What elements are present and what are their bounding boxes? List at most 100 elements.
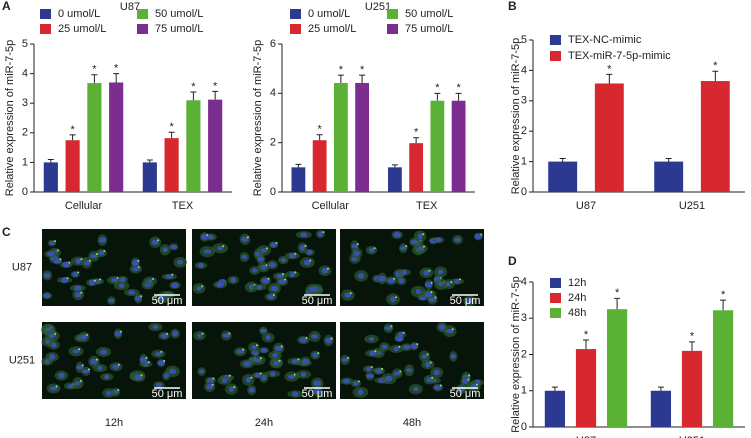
error-bar [146,159,153,163]
nucleus [462,379,469,385]
legend-swatch [387,24,398,34]
nucleus [393,346,400,352]
nucleus [90,254,98,259]
legend-swatch [290,24,301,34]
error-bar [47,158,54,163]
significance-mark: * [213,80,218,92]
green-dot [373,247,376,250]
nucleus [60,277,69,283]
nucleus [357,389,364,396]
y-tick-label: 4 [521,276,527,288]
nucleus [203,249,212,254]
nucleus [151,239,159,245]
error-bar [316,134,323,141]
nucleus [196,333,203,338]
nucleus [248,387,255,393]
y-tick-label: 4 [521,64,527,76]
nucleus [260,328,267,333]
green-dot [451,328,454,331]
nucleus [270,371,276,377]
nucleus [312,352,319,358]
green-dot [439,384,442,387]
nucleus [162,247,168,253]
green-dot [137,259,140,262]
green-dot [398,345,401,348]
nucleus [134,295,142,301]
bar [109,82,124,192]
x-tick-label: U87 [576,200,596,212]
bar [575,349,597,427]
nucleus [207,234,214,240]
nucleus [241,255,248,260]
bar [681,350,703,427]
green-dot [228,374,231,377]
significance-mark: * [114,63,119,75]
scale-bar-label: 50 μm [450,295,481,307]
nucleus [352,381,359,386]
significance-mark: * [721,289,726,301]
error-bar [455,92,462,101]
nucleus [299,244,306,251]
column-label: 12h [105,417,123,429]
nucleus [147,278,153,284]
y-tick-label: 6 [270,38,276,50]
row-label: U251 [9,354,35,366]
y-tick-label: 5 [521,34,527,46]
green-dot [393,277,396,280]
nucleus [466,297,473,304]
green-dot [356,243,359,246]
nucleus [152,324,159,330]
bar [409,143,424,192]
legend-label: TEX-miR-7-5p-mimic [568,50,671,62]
green-dot [80,291,83,294]
error-bar [559,158,566,162]
error-bar [712,70,719,82]
legend-swatch [40,24,51,34]
green-dot [275,241,278,244]
error-bar [113,73,120,83]
y-tick-label: 2 [521,348,527,360]
error-bar [689,341,695,351]
green-dot [390,325,393,328]
green-dot [297,358,300,361]
nucleus [424,281,433,288]
nucleus [309,286,318,292]
nucleus [351,243,358,249]
scale-bar-label: 50 μm [152,295,183,307]
green-dot [265,247,268,250]
nucleus [201,234,208,240]
nucleus [344,292,352,298]
green-dot [233,386,236,389]
row-label: U87 [12,261,32,273]
nucleus [90,358,98,365]
legend-swatch [137,9,148,19]
legend-swatch [137,24,148,34]
nucleus [450,353,456,359]
nucleus [368,247,375,253]
green-dot [267,277,270,280]
green-dot [166,332,169,335]
green-dot [426,353,429,356]
y-tick-label: 5 [22,38,28,50]
green-dot [450,281,453,284]
green-dot [431,376,434,379]
nucleus [454,278,460,285]
nucleus [205,384,214,390]
green-dot [284,278,287,281]
significance-mark: * [169,121,174,133]
x-tick-label: TEX [172,200,194,212]
green-dot [278,359,281,362]
nucleus [274,360,280,366]
nucleus [311,334,319,339]
x-tick-label: U87 [576,435,596,438]
nucleus [261,248,267,253]
legend-swatch [550,293,561,303]
nucleus [446,329,454,334]
nucleus [353,250,361,256]
nucleus [342,357,348,362]
green-dot [79,380,82,383]
significance-mark: * [690,331,695,343]
green-dot [140,295,143,298]
x-tick-label: Cellular [312,200,350,212]
